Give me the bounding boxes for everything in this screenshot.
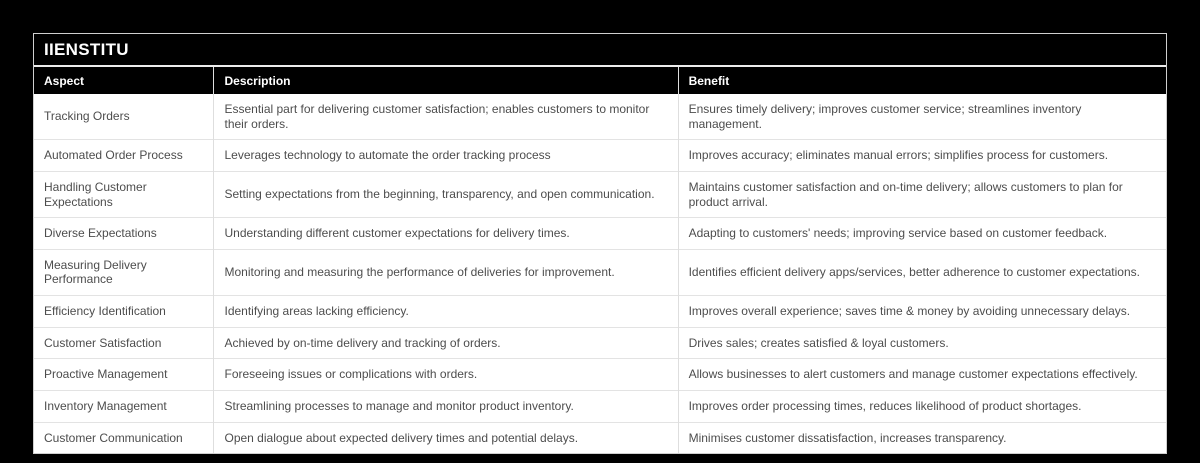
aspect-cell: Diverse Expectations bbox=[34, 217, 214, 250]
benefit-cell: Allows businesses to alert customers and… bbox=[677, 358, 1166, 391]
description-cell: Achieved by on-time delivery and trackin… bbox=[213, 326, 679, 359]
benefit-cell: Improves overall experience; saves time … bbox=[677, 295, 1166, 328]
benefit-cell: Improves order processing times, reduces… bbox=[677, 389, 1166, 422]
table-row: Proactive Management Foreseeing issues o… bbox=[34, 358, 1166, 391]
aspect-cell: Measuring Delivery Performance bbox=[34, 248, 214, 296]
table-row: Automated Order Process Leverages techno… bbox=[34, 139, 1166, 172]
table-row: Efficiency Identification Identifying ar… bbox=[34, 295, 1166, 328]
benefit-cell: Adapting to customers' needs; improving … bbox=[677, 217, 1166, 250]
description-cell: Setting expectations from the beginning,… bbox=[213, 170, 679, 218]
table-row: Handling Customer Expectations Setting e… bbox=[34, 170, 1166, 218]
table-row: Tracking Orders Essential part for deliv… bbox=[34, 94, 1166, 140]
description-cell: Monitoring and measuring the performance… bbox=[213, 248, 679, 296]
benefit-cell: Ensures timely delivery; improves custom… bbox=[677, 94, 1166, 140]
aspect-cell: Automated Order Process bbox=[34, 139, 214, 172]
aspect-cell: Handling Customer Expectations bbox=[34, 170, 214, 218]
aspect-cell: Proactive Management bbox=[34, 358, 214, 391]
table-row: Customer Satisfaction Achieved by on-tim… bbox=[34, 326, 1166, 359]
table-row: Measuring Delivery Performance Monitorin… bbox=[34, 248, 1166, 296]
description-cell: Streamlining processes to manage and mon… bbox=[213, 389, 679, 422]
benefit-cell: Identifies efficient delivery apps/servi… bbox=[677, 248, 1166, 296]
benefit-cell: Minimises customer dissatisfaction, incr… bbox=[677, 421, 1166, 454]
description-cell: Essential part for delivering customer s… bbox=[213, 94, 679, 140]
aspect-cell: Tracking Orders bbox=[44, 109, 130, 124]
benefit-cell: Maintains customer satisfaction and on-t… bbox=[677, 170, 1166, 218]
description-cell: Open dialogue about expected delivery ti… bbox=[213, 421, 679, 454]
table-card: IIENSTITU Aspect Description Benefit Tra… bbox=[33, 33, 1167, 455]
data-table: Aspect Description Benefit Tracking Orde… bbox=[34, 67, 1166, 454]
benefit-cell: Drives sales; creates satisfied & loyal … bbox=[677, 326, 1166, 359]
description-cell: Leverages technology to automate the ord… bbox=[213, 139, 679, 172]
table-body: Tracking Orders Essential part for deliv… bbox=[34, 94, 1166, 454]
table-row: Diverse Expectations Understanding diffe… bbox=[34, 217, 1166, 250]
aspect-cell: Customer Communication bbox=[34, 421, 214, 454]
aspect-cell: Inventory Management bbox=[34, 389, 214, 422]
column-header-description: Description bbox=[213, 67, 679, 94]
description-cell: Understanding different customer expecta… bbox=[213, 217, 679, 250]
column-header-benefit: Benefit bbox=[677, 67, 1166, 94]
table-row: Customer Communication Open dialogue abo… bbox=[34, 421, 1166, 454]
brand-bar: IIENSTITU bbox=[34, 34, 1166, 67]
description-cell: Identifying areas lacking efficiency. bbox=[213, 295, 679, 328]
aspect-cell: Customer Satisfaction bbox=[34, 326, 214, 359]
brand-title: IIENSTITU bbox=[44, 39, 129, 59]
table-row: Inventory Management Streamlining proces… bbox=[34, 389, 1166, 422]
column-header-aspect: Aspect bbox=[34, 67, 214, 94]
description-cell: Foreseeing issues or complications with … bbox=[213, 358, 679, 391]
benefit-cell: Improves accuracy; eliminates manual err… bbox=[677, 139, 1166, 172]
aspect-cell: Efficiency Identification bbox=[34, 295, 214, 328]
table-header-row: Aspect Description Benefit bbox=[34, 67, 1166, 94]
